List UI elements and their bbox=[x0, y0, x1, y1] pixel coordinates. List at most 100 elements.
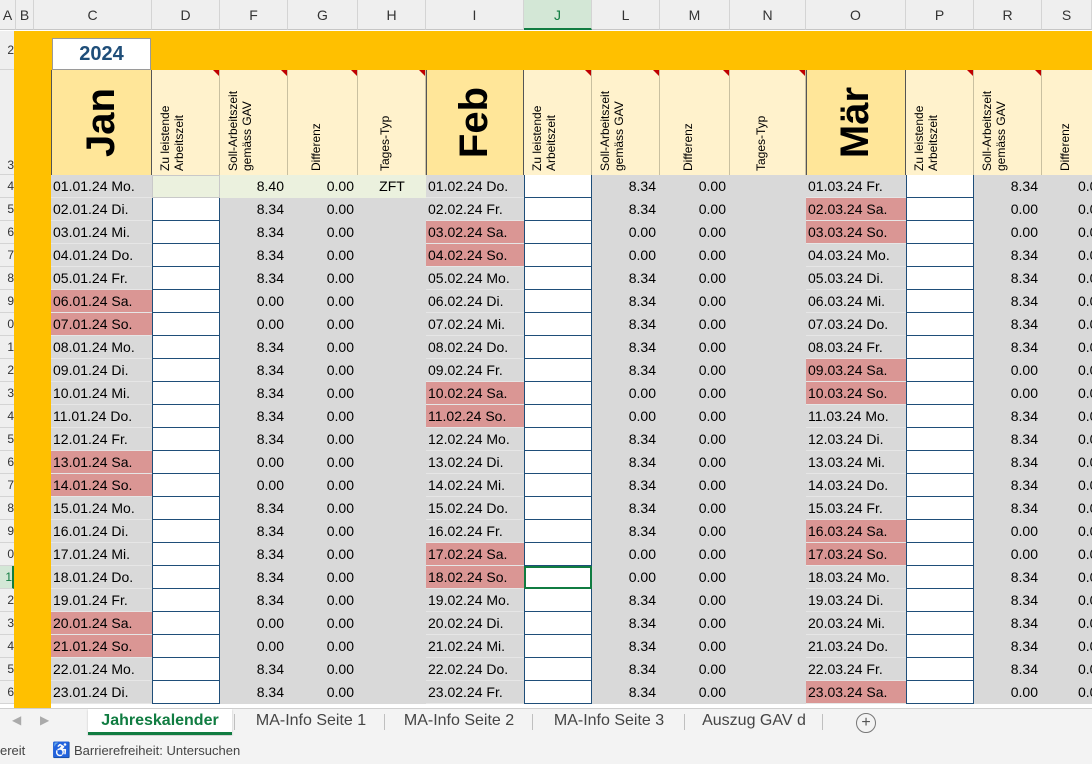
column-header-f[interactable]: F bbox=[220, 0, 288, 30]
comment-indicator-icon[interactable] bbox=[585, 70, 591, 76]
work-time-input[interactable] bbox=[524, 543, 592, 566]
sheet-tab[interactable]: Auszug GAV d bbox=[702, 712, 806, 729]
work-time-input[interactable] bbox=[524, 658, 592, 681]
sheet-tab[interactable]: MA-Info Seite 2 bbox=[403, 712, 515, 729]
day-type-cell[interactable] bbox=[358, 635, 426, 658]
work-time-input[interactable] bbox=[152, 451, 220, 474]
row-header[interactable]: 8 bbox=[0, 267, 14, 290]
work-time-input[interactable] bbox=[906, 244, 974, 267]
work-time-input[interactable] bbox=[906, 336, 974, 359]
day-type-cell[interactable] bbox=[730, 244, 806, 267]
work-time-input[interactable] bbox=[524, 474, 592, 497]
work-time-input[interactable] bbox=[524, 497, 592, 520]
column-header-i[interactable]: I bbox=[426, 0, 524, 30]
row-header[interactable]: 2 bbox=[0, 589, 14, 612]
day-type-cell[interactable] bbox=[730, 313, 806, 336]
day-type-cell[interactable] bbox=[358, 497, 426, 520]
day-type-cell[interactable] bbox=[358, 382, 426, 405]
sheet-tab[interactable]: MA-Info Seite 3 bbox=[553, 712, 665, 729]
work-time-input[interactable] bbox=[906, 474, 974, 497]
row-header[interactable]: 4 bbox=[0, 175, 14, 198]
day-type-cell[interactable] bbox=[730, 175, 806, 198]
day-type-cell[interactable] bbox=[730, 520, 806, 543]
work-time-input[interactable] bbox=[152, 382, 220, 405]
row-header[interactable]: 5 bbox=[0, 428, 14, 451]
work-time-input[interactable] bbox=[524, 244, 592, 267]
comment-indicator-icon[interactable] bbox=[799, 70, 805, 76]
day-type-cell[interactable] bbox=[358, 221, 426, 244]
work-time-input[interactable] bbox=[152, 681, 220, 704]
row-header[interactable]: 4 bbox=[0, 405, 14, 428]
row-header[interactable]: 3 bbox=[0, 612, 14, 635]
work-time-input[interactable] bbox=[152, 267, 220, 290]
work-time-input[interactable] bbox=[906, 566, 974, 589]
comment-indicator-icon[interactable] bbox=[351, 70, 357, 76]
work-time-input[interactable] bbox=[152, 566, 220, 589]
work-time-input[interactable] bbox=[906, 612, 974, 635]
day-type-cell[interactable] bbox=[730, 543, 806, 566]
add-sheet-button[interactable]: + bbox=[856, 713, 876, 733]
work-time-input[interactable] bbox=[524, 635, 592, 658]
work-time-input[interactable] bbox=[524, 681, 592, 704]
work-time-input[interactable] bbox=[152, 405, 220, 428]
day-type-cell[interactable] bbox=[358, 520, 426, 543]
day-type-cell[interactable] bbox=[358, 198, 426, 221]
work-time-input[interactable] bbox=[906, 382, 974, 405]
row-header[interactable]: 9 bbox=[0, 290, 14, 313]
work-time-input[interactable] bbox=[152, 313, 220, 336]
comment-indicator-icon[interactable] bbox=[419, 70, 425, 76]
day-type-cell[interactable] bbox=[358, 474, 426, 497]
work-time-input[interactable] bbox=[524, 175, 592, 198]
work-time-input[interactable] bbox=[524, 382, 592, 405]
day-type-cell[interactable] bbox=[730, 451, 806, 474]
work-time-input[interactable] bbox=[152, 589, 220, 612]
row-header[interactable]: 2 bbox=[0, 31, 14, 70]
row-header[interactable]: 0 bbox=[0, 313, 14, 336]
day-type-cell[interactable] bbox=[730, 566, 806, 589]
work-time-input[interactable] bbox=[906, 635, 974, 658]
work-time-input[interactable] bbox=[906, 497, 974, 520]
day-type-cell[interactable] bbox=[358, 612, 426, 635]
day-type-cell[interactable] bbox=[358, 451, 426, 474]
work-time-input[interactable] bbox=[906, 359, 974, 382]
work-time-input[interactable] bbox=[524, 290, 592, 313]
row-header[interactable]: 6 bbox=[0, 681, 14, 704]
work-time-input[interactable] bbox=[524, 520, 592, 543]
row-header[interactable]: 1 bbox=[0, 566, 14, 589]
column-header-h[interactable]: H bbox=[358, 0, 426, 30]
work-time-input[interactable] bbox=[906, 198, 974, 221]
work-time-input[interactable] bbox=[524, 313, 592, 336]
column-header-r[interactable]: R bbox=[974, 0, 1042, 30]
work-time-input[interactable] bbox=[524, 267, 592, 290]
work-time-input[interactable] bbox=[524, 589, 592, 612]
work-time-input[interactable] bbox=[524, 336, 592, 359]
work-time-input[interactable] bbox=[152, 497, 220, 520]
work-time-input[interactable] bbox=[524, 198, 592, 221]
work-time-input[interactable] bbox=[524, 405, 592, 428]
day-type-cell[interactable] bbox=[730, 635, 806, 658]
year-cell[interactable]: 2024 bbox=[52, 38, 151, 70]
scroll-left-icon[interactable]: ◀ bbox=[12, 713, 22, 727]
work-time-input[interactable] bbox=[152, 175, 220, 198]
work-time-input[interactable] bbox=[152, 474, 220, 497]
day-type-cell[interactable] bbox=[358, 405, 426, 428]
day-type-cell[interactable] bbox=[358, 681, 426, 704]
row-header[interactable]: 6 bbox=[0, 221, 14, 244]
work-time-input[interactable] bbox=[906, 221, 974, 244]
column-header-m[interactable]: M bbox=[660, 0, 730, 30]
day-type-cell[interactable] bbox=[730, 497, 806, 520]
work-time-input[interactable] bbox=[152, 612, 220, 635]
row-header[interactable]: 1 bbox=[0, 336, 14, 359]
day-type-cell[interactable] bbox=[358, 336, 426, 359]
column-header-b[interactable]: B bbox=[16, 0, 34, 30]
comment-indicator-icon[interactable] bbox=[281, 70, 287, 76]
day-type-cell[interactable] bbox=[358, 267, 426, 290]
day-type-cell[interactable] bbox=[730, 382, 806, 405]
day-type-cell[interactable] bbox=[358, 313, 426, 336]
day-type-cell[interactable] bbox=[730, 589, 806, 612]
work-time-input[interactable] bbox=[524, 451, 592, 474]
column-header-c[interactable]: C bbox=[34, 0, 152, 30]
work-time-input[interactable] bbox=[524, 612, 592, 635]
column-header-d[interactable]: D bbox=[152, 0, 220, 30]
